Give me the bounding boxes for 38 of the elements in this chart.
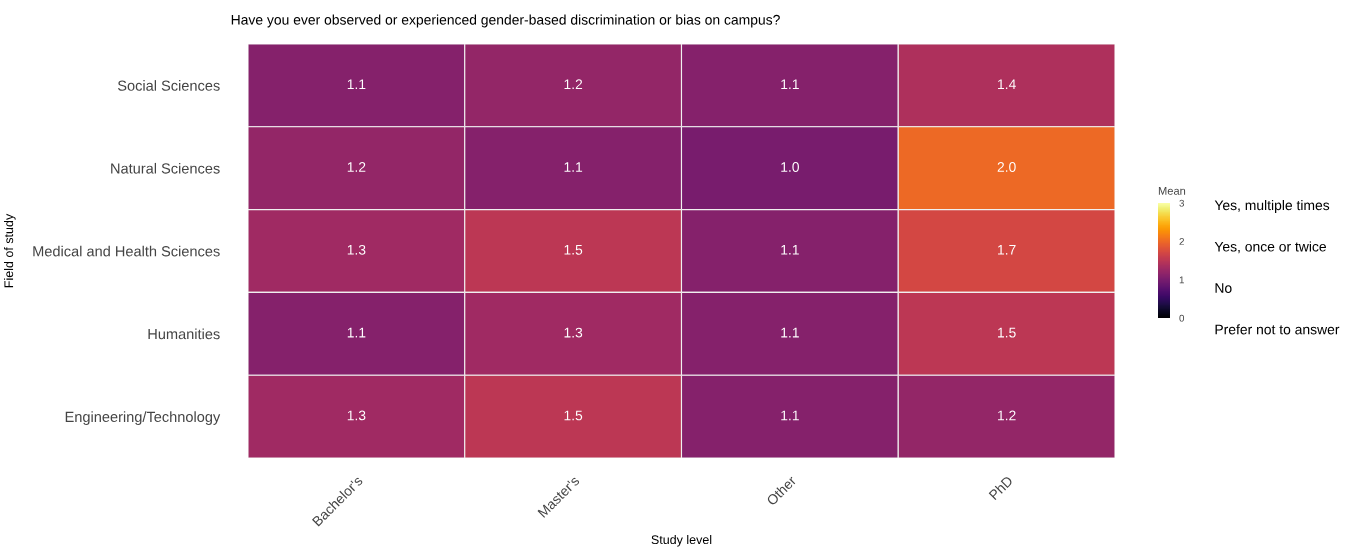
data-label: 1.1 <box>781 245 799 255</box>
data-label: 1.4 <box>998 79 1016 89</box>
y-axis-title: Field of study <box>3 213 16 288</box>
text: No <box>1215 283 1232 293</box>
data-label: 1.3 <box>347 244 366 255</box>
data-label: 1.1 <box>781 79 799 89</box>
data-label: 1.1 <box>564 162 583 172</box>
text: Prefer not to answer <box>1215 324 1340 335</box>
y-tick-label: Natural Sciences <box>111 162 220 174</box>
chart-title: Have you ever observed or experienced gender-based discrimination or bias on campus? <box>231 14 780 28</box>
data-label: 1.2 <box>347 162 366 172</box>
data-label: 1.1 <box>781 327 799 338</box>
data-label: 1.5 <box>998 327 1016 338</box>
data-label: 1.3 <box>564 327 583 338</box>
data-label: 1.1 <box>347 79 366 89</box>
data-label: 1.5 <box>564 410 583 421</box>
text: Yes, multiple times <box>1214 199 1330 213</box>
y-tick-label: Social Sciences <box>117 80 220 91</box>
x-axis-title: Study level <box>651 534 712 547</box>
color-bar-label: 1 <box>1179 276 1184 284</box>
y-tick-label: Humanities <box>148 328 220 340</box>
y-tick-label: Engineering/Technology <box>65 411 221 425</box>
color-bar-label: 3 <box>1179 199 1185 207</box>
data-label: 2.0 <box>997 162 1016 172</box>
data-label: 1.2 <box>998 410 1016 421</box>
x-tick-label: PhD <box>988 475 1014 501</box>
color-bar-label: 2 <box>1179 238 1184 245</box>
data-label: 1.1 <box>781 410 799 421</box>
data-label: 1.3 <box>347 410 366 421</box>
y-tick-label: Medical and Health Sciences <box>33 245 220 257</box>
data-label: 1.2 <box>564 79 583 89</box>
text: Yes, once or twice <box>1214 241 1326 254</box>
data-label: 1.7 <box>998 245 1016 255</box>
color-bar-label: 0 <box>1179 314 1185 322</box>
data-label: 1.0 <box>781 162 799 172</box>
data-label: 1.1 <box>347 327 366 338</box>
data-label: 1.5 <box>564 245 583 255</box>
color-bar-title: Mean <box>1158 187 1186 195</box>
